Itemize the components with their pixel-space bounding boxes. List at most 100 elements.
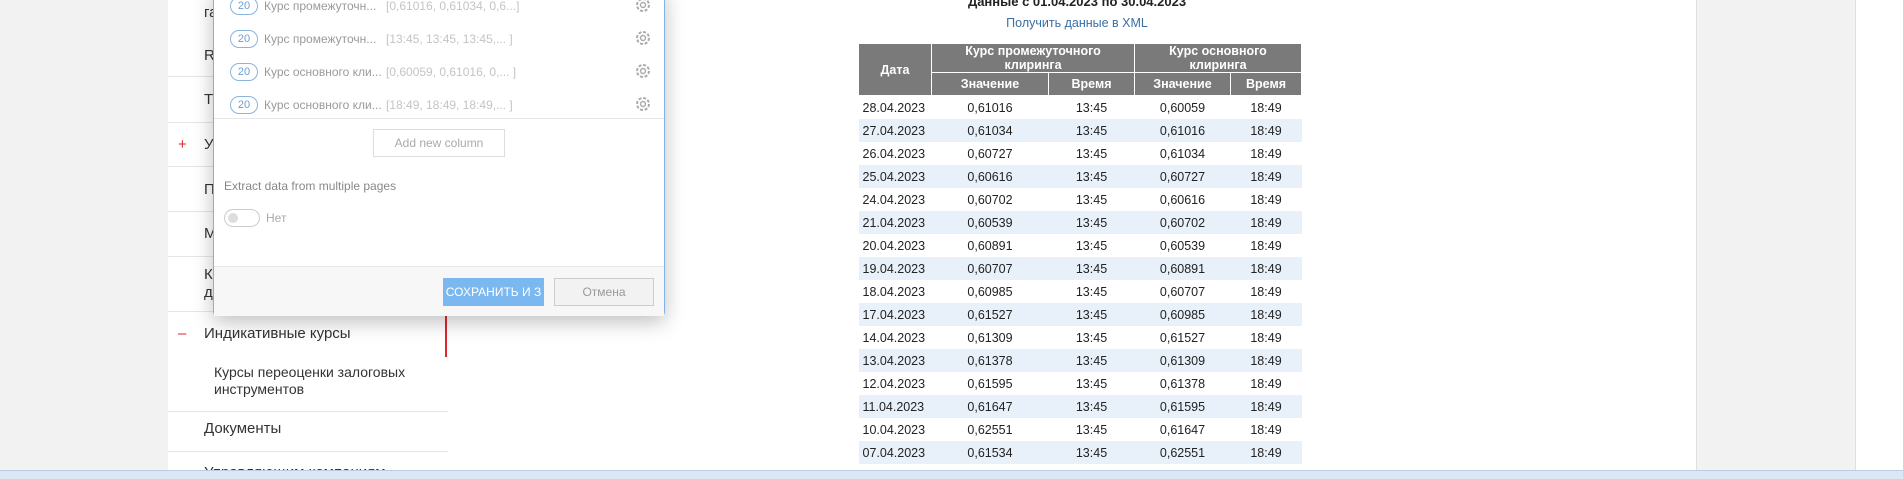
table-cell: 18:49 xyxy=(1230,257,1302,280)
table-cell: 13:45 xyxy=(1048,119,1135,142)
table-cell: 0,61527 xyxy=(1159,330,1206,345)
table-cell: 0,60891 xyxy=(1134,257,1231,280)
table-cell: 12.04.2023 xyxy=(862,376,926,391)
table-cell: 18:49 xyxy=(1230,119,1302,142)
table-cell: 0,60985 xyxy=(967,284,1013,299)
settings-icon[interactable] xyxy=(634,0,652,14)
column-name: Курс основного кли... xyxy=(264,65,382,79)
menu-item[interactable]: Т xyxy=(204,91,214,108)
table-cell: 07.04.2023 xyxy=(858,441,932,464)
table-cell: 0,60727 xyxy=(1134,165,1231,188)
submenu-item[interactable]: Курсы переоценки залоговых инструментов xyxy=(214,364,406,397)
table-cell: 20.04.2023 xyxy=(862,238,926,253)
table-cell: 18:49 xyxy=(1230,303,1302,326)
menu-item[interactable]: К xyxy=(204,266,213,283)
header-row: Значение Время Значение Время xyxy=(859,72,1302,96)
table-cell: 18.04.2023 xyxy=(862,284,926,299)
table-cell: 18:49 xyxy=(1230,349,1302,372)
menu-item[interactable]: П xyxy=(204,181,215,198)
table-cell: 0,60985 xyxy=(1134,303,1231,326)
table-cell: 0,61527 xyxy=(931,303,1049,326)
table-row: 13.04.2023 0,61378 13:45 0,61309 18:49 xyxy=(858,349,1302,372)
table-cell: 0,61647 xyxy=(931,395,1049,418)
menu-item[interactable]: д xyxy=(204,284,213,301)
table-cell: 0,61378 xyxy=(1159,376,1206,391)
table-cell: 18:49 xyxy=(1250,192,1282,207)
table-row: 20.04.2023 0,60891 13:45 0,60539 18:49 xyxy=(859,234,1302,257)
table-cell: 0,60702 xyxy=(967,192,1013,207)
data-table: Дата Курс промежуточного клиринга Курс осн… xyxy=(858,43,1302,479)
expand-icon[interactable]: + xyxy=(178,136,187,153)
table-cell: 0,60616 xyxy=(931,165,1049,188)
table-cell: 27.04.2023 xyxy=(858,119,932,142)
table-cell: 0,61595 xyxy=(967,376,1013,391)
table-cell: 0,60727 xyxy=(967,146,1013,161)
table-cell: 18:49 xyxy=(1250,238,1282,253)
header-cell: Время xyxy=(1230,72,1302,96)
badge: 20 xyxy=(230,63,258,81)
table-cell: 24.04.2023 xyxy=(862,192,926,207)
active-marker xyxy=(445,311,447,357)
table-cell: 13:45 xyxy=(1048,441,1135,464)
column-name: Курс промежуточн... xyxy=(264,0,377,13)
table-row: 19.04.2023 0,60707 13:45 0,60891 18:49 xyxy=(858,257,1302,280)
table-cell: 13:45 xyxy=(1075,330,1108,345)
save-button[interactable]: СОХРАНИТЬ И З xyxy=(443,278,544,306)
table-cell: 0,60702 xyxy=(1134,211,1231,234)
header-group: Курс основного клиринга xyxy=(1134,43,1302,73)
menu-item-active[interactable]: Индикативные курсы xyxy=(204,325,351,342)
add-column-button[interactable]: Add new column xyxy=(373,129,505,157)
table-cell: 11.04.2023 xyxy=(858,395,932,418)
column-row: 20 Курс основного кли... [0,60059, 0,61016… xyxy=(214,59,664,85)
taskbar xyxy=(0,470,1903,479)
table-row: 11.04.2023 0,61647 13:45 0,61595 18:49 xyxy=(858,395,1302,418)
column-name: Курс основного кли... xyxy=(264,98,382,112)
toggle[interactable] xyxy=(224,209,260,227)
table-cell: 0,60059 xyxy=(1159,100,1206,115)
table-row: 25.04.2023 0,60616 13:45 0,60727 18:49 xyxy=(858,165,1302,188)
heading: Данные с 01.04.2023 по 30.04.2023 xyxy=(967,0,1187,9)
table-cell: 0,61309 xyxy=(967,330,1013,345)
table-cell: 10.04.2023 xyxy=(862,422,926,437)
collapse-icon[interactable]: – xyxy=(178,325,187,342)
menu-item[interactable]: У xyxy=(204,136,214,153)
table-row: 07.04.2023 0,61534 13:45 0,62551 18:49 xyxy=(858,441,1302,464)
table-cell: 0,60707 xyxy=(931,257,1049,280)
header-cell: Время xyxy=(1048,72,1135,96)
table-cell: 13:45 xyxy=(1048,257,1135,280)
table-cell: 28.04.2023 xyxy=(862,100,926,115)
header-cell: Дата xyxy=(858,43,932,96)
table-cell: 0,61034 xyxy=(931,119,1049,142)
settings-icon[interactable] xyxy=(634,29,652,47)
table-cell: 13:45 xyxy=(1075,376,1108,391)
table-cell: 0,61309 xyxy=(1134,349,1231,372)
toggle-label: Нет xyxy=(266,211,287,225)
column-values: [0,61016, 0,61034, 0,6...] xyxy=(386,0,520,13)
table-cell: 0,61647 xyxy=(1159,422,1206,437)
table-cell: 0,61016 xyxy=(967,100,1013,115)
table-cell: 0,61034 xyxy=(1159,146,1206,161)
table-cell: 13:45 xyxy=(1075,100,1108,115)
column-row: 20 Курс промежуточн... [0,61016, 0,61034, … xyxy=(214,0,664,19)
menu-item[interactable]: R xyxy=(204,47,215,64)
table-cell: 18:49 xyxy=(1250,422,1282,437)
separator xyxy=(168,451,448,452)
header-row: Дата Курс промежуточного клиринга Курс осн… xyxy=(858,43,1302,96)
xml-link[interactable]: Получить данные в XML xyxy=(1006,16,1148,30)
table-cell: 21.04.2023 xyxy=(858,211,932,234)
table-cell: 13:45 xyxy=(1075,422,1108,437)
column-row: 20 Курс основного кли... [18:49, 18:49, 18… xyxy=(214,92,664,118)
settings-icon[interactable] xyxy=(634,62,652,80)
menu-item[interactable]: Документы xyxy=(204,420,282,437)
table-cell: 13:45 xyxy=(1075,284,1108,299)
table-cell: 0,60616 xyxy=(1159,192,1206,207)
settings-icon[interactable] xyxy=(634,95,652,113)
table-cell: 13:45 xyxy=(1048,211,1135,234)
header-cell: Значение xyxy=(931,72,1049,96)
column-values: [0,60059, 0,61016, 0,... ] xyxy=(386,65,517,79)
cancel-button[interactable]: Отмена xyxy=(554,278,654,306)
table-cell: 18:49 xyxy=(1230,211,1302,234)
table-cell: 0,61534 xyxy=(931,441,1049,464)
table-row: 26.04.2023 0,60727 13:45 0,61034 18:49 xyxy=(859,142,1302,165)
column-name: Курс промежуточн... xyxy=(264,32,377,46)
